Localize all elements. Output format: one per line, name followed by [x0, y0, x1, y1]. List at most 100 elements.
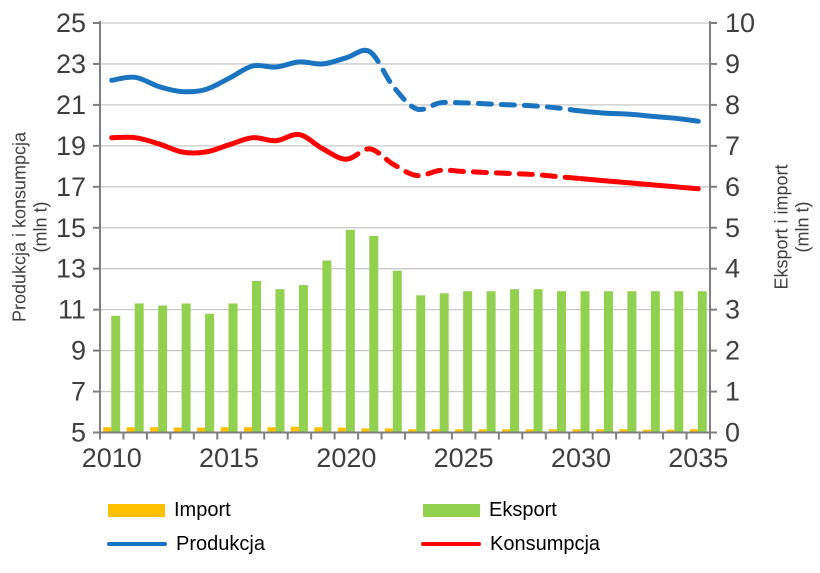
- left-tick-23: 23: [56, 49, 86, 79]
- right-tick-3: 3: [725, 295, 740, 325]
- bar-import-2011: [126, 427, 135, 433]
- bar-import-2012: [150, 427, 159, 433]
- bar-import-2023: [408, 429, 417, 433]
- bar-eksport-2017: [275, 289, 285, 433]
- x-tick-2035: 2035: [668, 443, 728, 473]
- bar-import-2013: [173, 427, 182, 433]
- bar-eksport-2020: [345, 229, 355, 433]
- line-konsumpcja: [109, 131, 701, 192]
- line-produkcja: [109, 47, 701, 124]
- line-konsumpcja-dashed-forecast: [343, 146, 584, 182]
- bar-import-2028: [525, 429, 534, 433]
- bar-import-2032: [619, 429, 628, 433]
- right-tick-4: 4: [725, 254, 740, 284]
- bar-eksport-2029: [557, 291, 566, 433]
- konsumpcja-swatch: [421, 541, 481, 547]
- bar-eksport-2015: [228, 303, 238, 433]
- left-axis-tick-labels: 25 23 21 19 17 15 13 11 9 7 5: [56, 8, 86, 448]
- left-tick-21: 21: [56, 90, 86, 120]
- bar-import-2015: [220, 427, 229, 433]
- left-axis-title: Produkcja i konsumpcja (mln t): [9, 132, 50, 322]
- left-tick-19: 19: [56, 131, 86, 161]
- line-produkcja-solid-forecast: [578, 108, 701, 124]
- line-konsumpcja-solid-historic: [109, 131, 349, 162]
- x-axis-tick-labels: 2010 2015 2020 2025 2030 2035: [82, 443, 729, 473]
- legend-item-konsumpcja: Konsumpcja: [421, 531, 600, 557]
- x-tick-2025: 2025: [434, 443, 494, 473]
- legend-item-eksport: Eksport: [423, 497, 557, 523]
- bar-eksport-2035: [697, 291, 707, 433]
- eksport-swatch: [423, 503, 480, 517]
- axes: [93, 21, 717, 440]
- bar-eksport-2019: [322, 260, 332, 433]
- legend-item-import: Import: [108, 497, 231, 523]
- left-tick-13: 13: [56, 254, 86, 284]
- line-produkcja-dashed-forecast: [367, 49, 584, 114]
- bar-import-2034: [666, 429, 675, 433]
- line-produkcja-solid-historic: [109, 47, 373, 95]
- bar-import-2021: [361, 428, 370, 433]
- bar-eksport-2034: [674, 291, 684, 433]
- bars-eksport: [111, 229, 707, 433]
- bar-eksport-2012: [158, 305, 168, 433]
- bar-eksport-2014: [205, 313, 215, 433]
- legend-label-konsumpcja: Konsumpcja: [490, 532, 601, 555]
- gridlines: [100, 22, 710, 393]
- legend-label-eksport: Eksport: [489, 498, 557, 521]
- left-axis-unit: (mln t): [30, 201, 50, 253]
- right-tick-10: 10: [725, 8, 755, 38]
- bars-import: [103, 426, 698, 433]
- bar-import-2031: [595, 429, 604, 433]
- line-konsumpcja-solid-forecast: [578, 176, 701, 192]
- bar-import-2014: [197, 427, 206, 433]
- bar-eksport-2013: [181, 303, 191, 433]
- bar-import-2035: [689, 429, 698, 433]
- right-axis-unit: (mln t): [792, 201, 812, 253]
- bar-eksport-2010: [111, 315, 121, 433]
- bar-eksport-2016: [252, 280, 261, 433]
- bar-eksport-2024: [439, 293, 449, 433]
- right-tick-1: 1: [725, 377, 740, 407]
- legend-label-produkcja: Produkcja: [176, 532, 265, 555]
- x-tick-2030: 2030: [551, 443, 611, 473]
- bar-eksport-2027: [510, 289, 520, 433]
- left-tick-7: 7: [71, 377, 86, 407]
- right-tick-7: 7: [725, 131, 740, 161]
- bar-eksport-2028: [533, 289, 543, 433]
- left-tick-25: 25: [56, 8, 86, 38]
- right-tick-0: 0: [725, 418, 740, 448]
- bar-import-2027: [502, 429, 511, 433]
- bar-import-2030: [572, 429, 581, 433]
- left-tick-17: 17: [56, 172, 86, 202]
- left-tick-11: 11: [58, 295, 86, 325]
- bar-eksport-2033: [650, 291, 660, 433]
- right-tick-2: 2: [725, 336, 740, 366]
- right-tick-6: 6: [725, 172, 740, 202]
- bar-eksport-2011: [134, 303, 144, 433]
- bar-eksport-2018: [298, 285, 308, 433]
- bar-import-2017: [267, 427, 276, 433]
- bar-import-2019: [314, 427, 323, 433]
- bar-import-2029: [549, 429, 557, 433]
- bar-eksport-2030: [580, 291, 590, 433]
- produkcja-swatch: [107, 541, 167, 547]
- right-axis-title-text: Eksport i import: [771, 164, 792, 290]
- bar-eksport-2026: [486, 291, 496, 433]
- bar-eksport-2022: [392, 270, 402, 433]
- x-tick-2015: 2015: [199, 443, 259, 473]
- x-tick-2010: 2010: [82, 443, 142, 473]
- right-axis-title: Eksport i import (mln t): [771, 164, 812, 289]
- bar-import-2010: [103, 427, 112, 433]
- left-axis-title-text: Produkcja i konsumpcja: [9, 131, 30, 323]
- bar-import-2025: [455, 429, 464, 433]
- bar-eksport-2025: [463, 291, 473, 433]
- bar-import-2022: [384, 428, 393, 433]
- bar-import-2018: [290, 426, 299, 433]
- right-tick-8: 8: [725, 90, 740, 120]
- x-tick-2020: 2020: [316, 443, 376, 473]
- left-tick-9: 9: [71, 336, 86, 366]
- bar-eksport-2031: [603, 291, 613, 433]
- bar-import-2020: [337, 427, 346, 433]
